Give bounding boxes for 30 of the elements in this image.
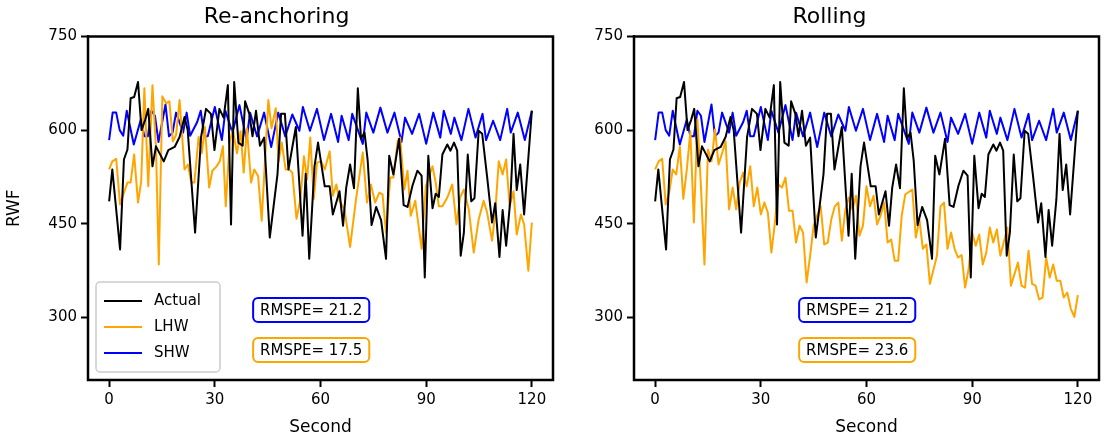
y-tick-label: 450 [594, 213, 623, 232]
x-tick-label: 120 [517, 389, 547, 408]
legend-label: SHW [154, 342, 190, 361]
x-tick-label: 30 [205, 389, 225, 408]
chart-title: Re-anchoring [203, 2, 350, 28]
y-tick-label: 300 [594, 307, 623, 326]
x-tick-label: 60 [856, 389, 877, 408]
annotation: RMSPE= 21.2 [260, 300, 363, 319]
annotation: RMSPE= 21.2 [806, 300, 909, 319]
x-tick-label: 60 [310, 389, 331, 408]
y-tick-label: 750 [594, 26, 623, 45]
x-tick-label: 90 [416, 389, 436, 408]
x-tick-label: 90 [962, 389, 982, 408]
x-axis-title: Second [835, 416, 898, 437]
x-axis-title: Second [289, 416, 352, 437]
legend-label: Actual [154, 290, 201, 309]
y-tick-label: 450 [48, 213, 77, 232]
annotation: RMSPE= 23.6 [806, 340, 909, 359]
annotation: RMSPE= 17.5 [260, 340, 363, 359]
y-tick-label: 600 [594, 120, 623, 138]
y-axis-title: RWF [2, 189, 23, 228]
y-tick-label: 750 [48, 26, 77, 45]
x-tick-label: 120 [1063, 389, 1093, 408]
x-tick-label: 0 [104, 389, 114, 408]
legend-label: LHW [154, 316, 189, 335]
y-tick-label: 300 [48, 307, 77, 326]
chart-title: Rolling [792, 2, 867, 28]
x-tick-label: 0 [650, 389, 660, 408]
y-tick-label: 600 [48, 120, 77, 138]
x-tick-label: 30 [751, 389, 771, 408]
